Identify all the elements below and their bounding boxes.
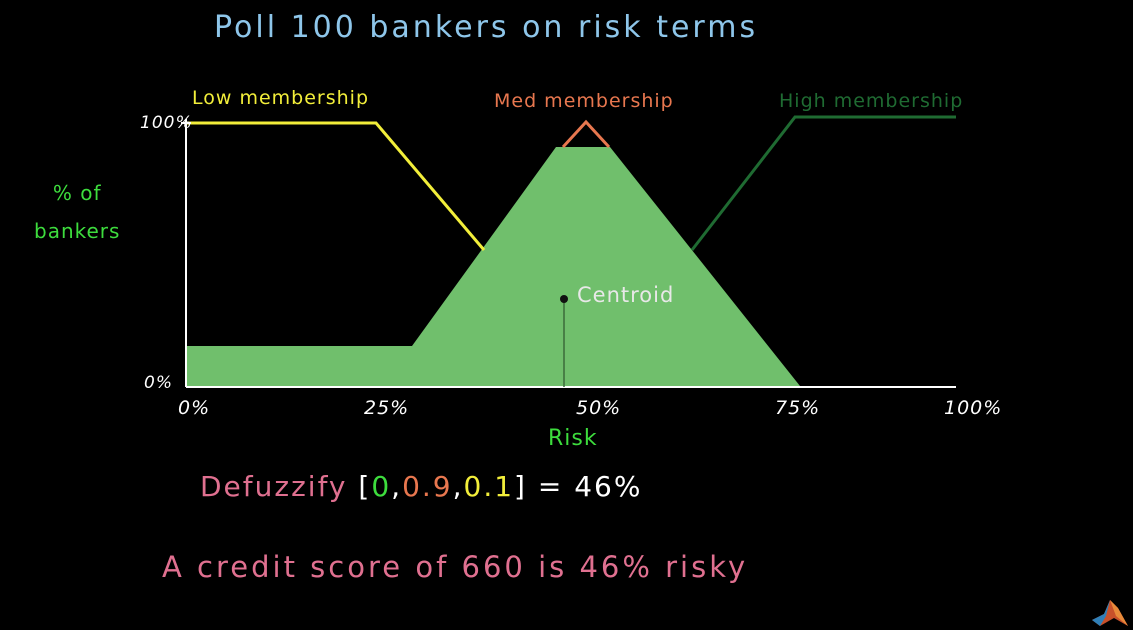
low-value: 0 [371, 470, 392, 503]
y-tick-label-100: 100% [140, 113, 193, 133]
x-tick-label: 25% [364, 397, 410, 419]
centroid-dot [560, 295, 568, 303]
x-tick-label: 75% [775, 397, 821, 419]
bracket-close: ] [514, 470, 527, 503]
low-membership-curve [186, 121, 486, 251]
x-axis-label: Risk [548, 426, 598, 451]
low-membership-label: Low membership [192, 87, 370, 109]
med-value: 0.9 [402, 470, 453, 503]
centroid-label: Centroid [577, 283, 675, 307]
y-axis-label-line1: % of [52, 181, 102, 205]
separator: , [391, 470, 403, 503]
defuzzify-equation: Defuzzify [0,0.9,0.1] = 46% [200, 470, 642, 503]
med-membership-label: Med membership [494, 90, 674, 112]
y-tick-label-0: 0% [144, 373, 173, 393]
matlab-logo-icon [1092, 600, 1128, 626]
x-tick-label: 0% [178, 397, 211, 419]
med-membership-peak [561, 119, 611, 149]
x-tick-label: 100% [944, 397, 1003, 419]
conclusion-text: A credit score of 660 is 46% risky [162, 550, 749, 584]
defuzzify-result: = 46% [526, 470, 643, 503]
high-membership-curve [690, 115, 956, 251]
defuzzify-prefix: Defuzzify [200, 470, 348, 503]
high-membership-label: High membership [779, 90, 964, 112]
aggregate-region [186, 147, 800, 386]
slide-title: Poll 100 bankers on risk terms [214, 10, 759, 45]
y-axis-label: % of bankers [34, 174, 120, 250]
y-axis-label-line2: bankers [34, 219, 121, 243]
separator: , [452, 470, 464, 503]
high-value: 0.1 [463, 470, 515, 503]
x-tick-label: 50% [576, 397, 622, 419]
bracket-open: [ [358, 470, 372, 503]
